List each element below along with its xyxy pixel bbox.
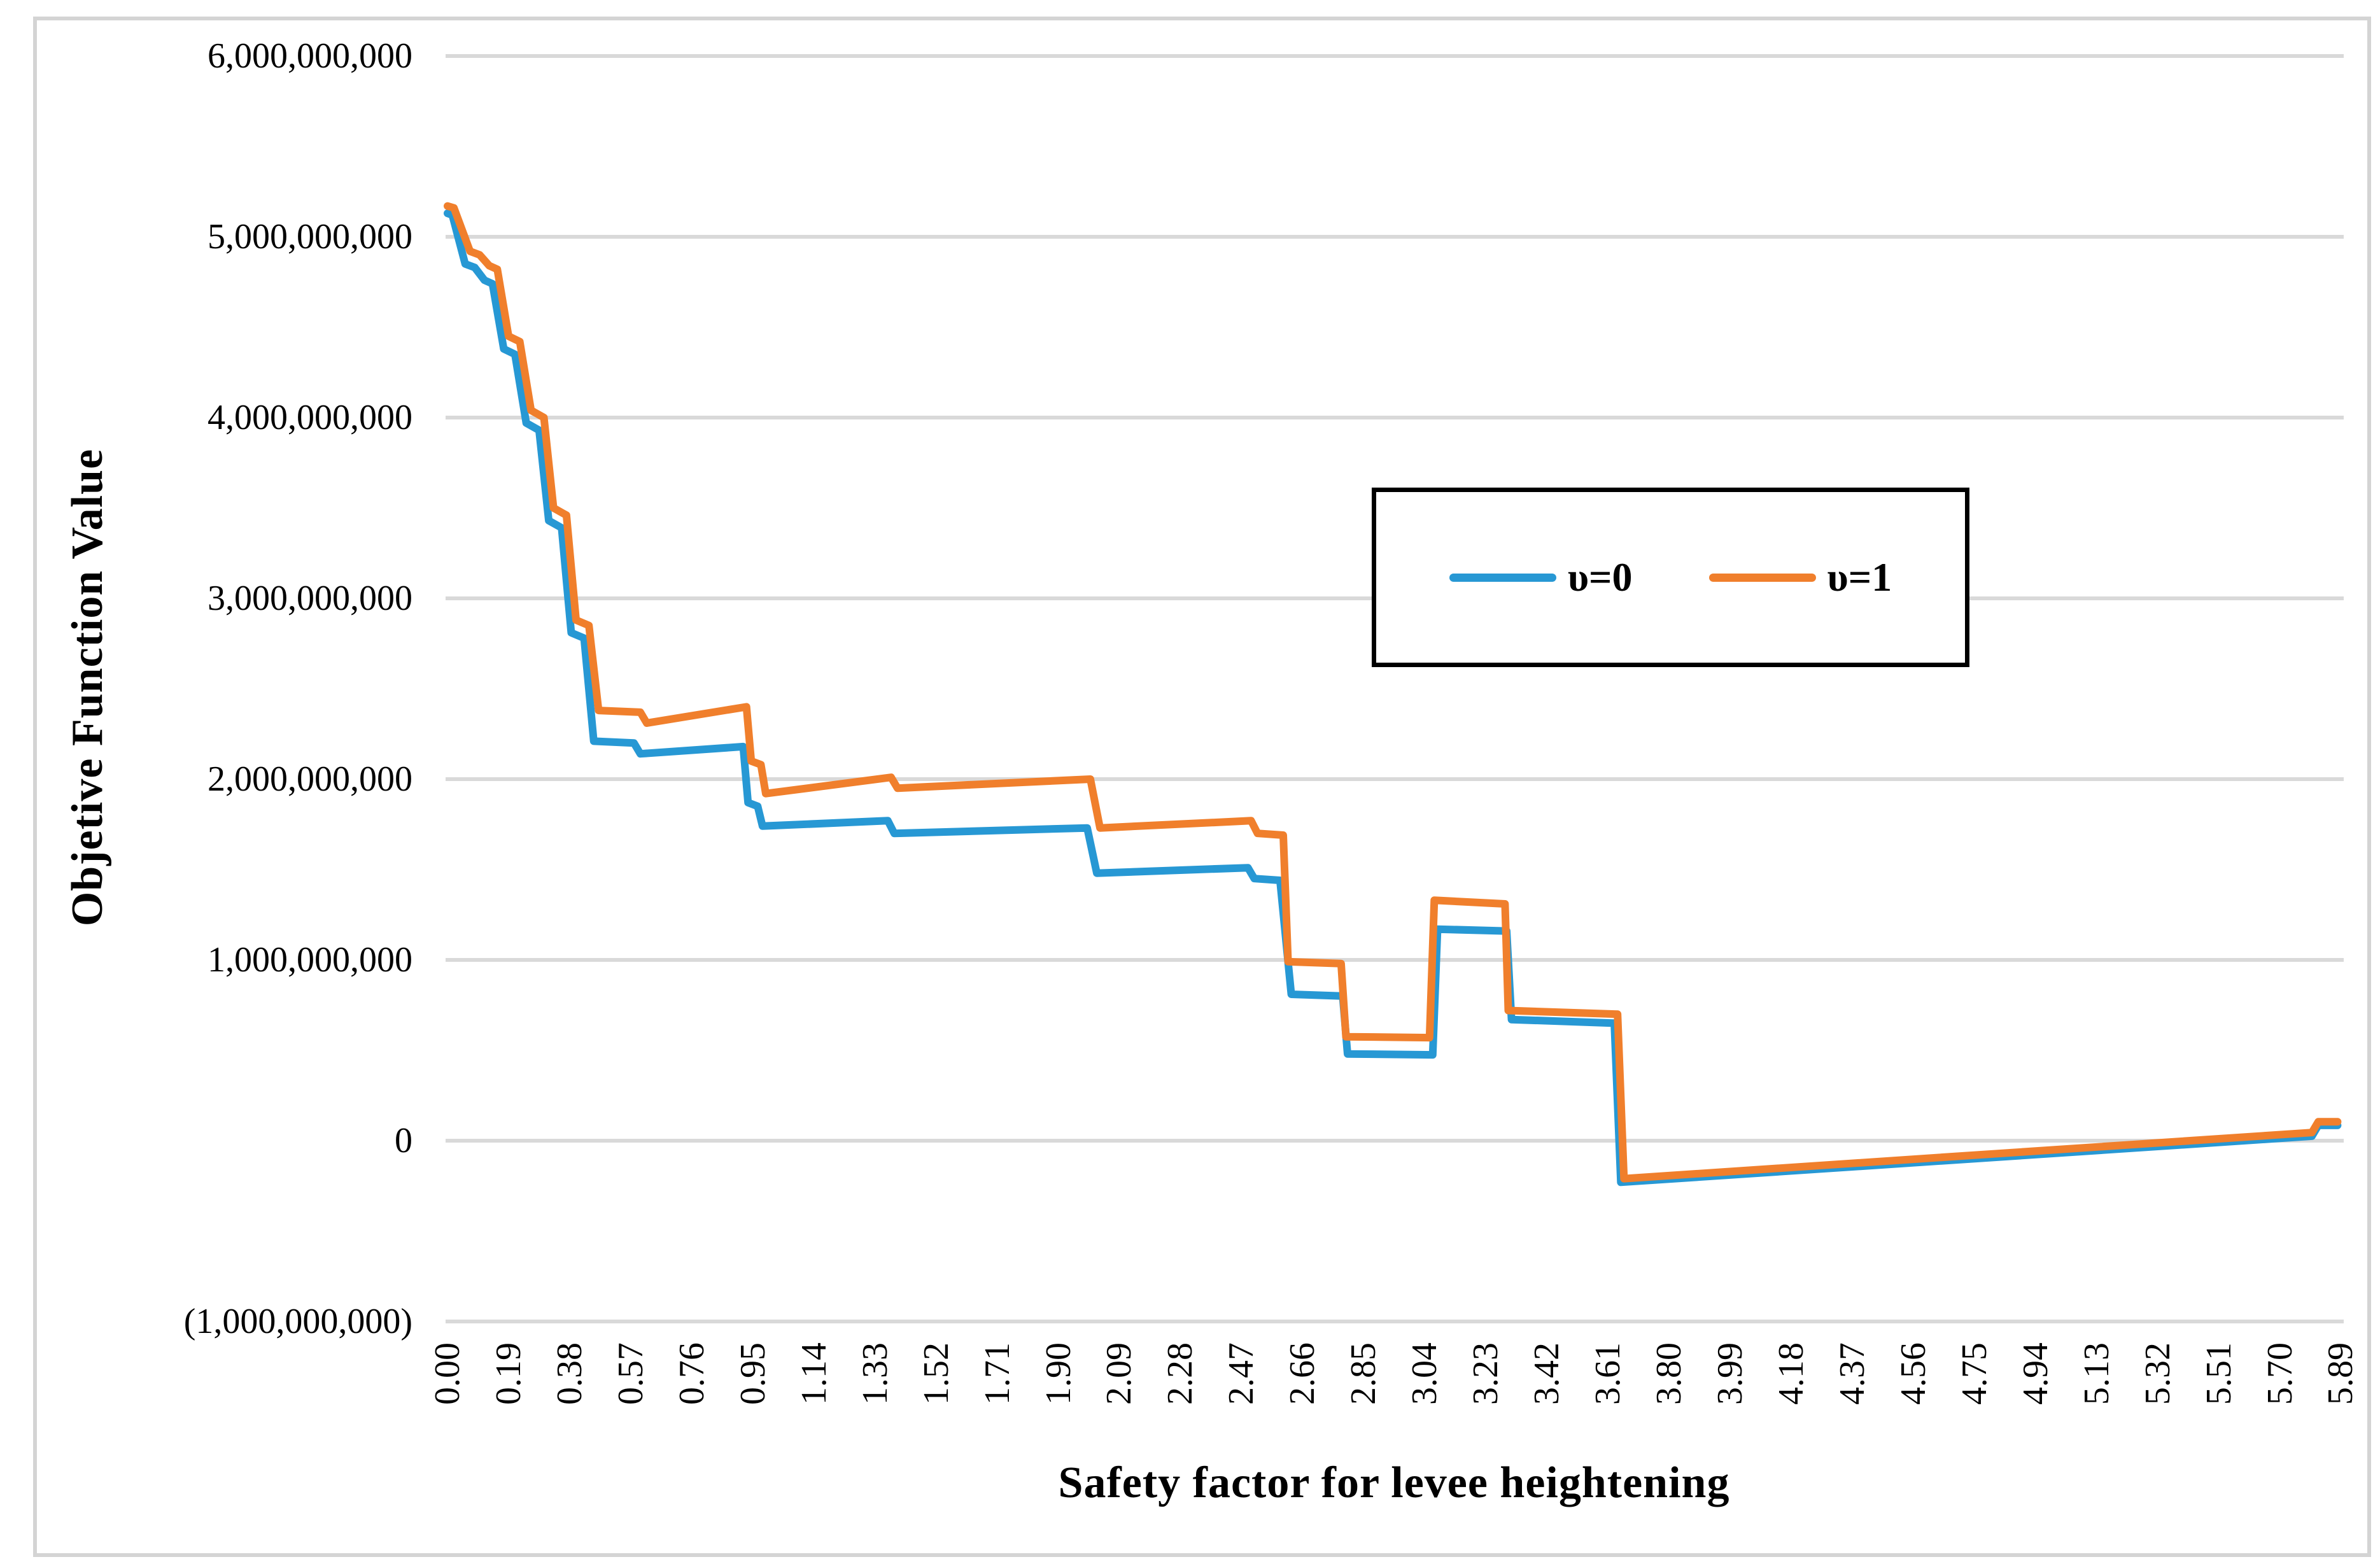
x-tick-label: 5.51 xyxy=(2199,1342,2239,1405)
x-tick-label: 1.33 xyxy=(855,1342,895,1405)
x-tick-label: 4.75 xyxy=(1954,1342,1994,1405)
x-tick-label: 0.95 xyxy=(733,1342,773,1405)
y-tick-label: 0 xyxy=(395,1121,412,1160)
legend-line-swatch-v0 xyxy=(1449,573,1556,582)
series-line-v1 xyxy=(444,202,2342,1183)
legend-line-swatch-v1 xyxy=(1708,573,1816,582)
y-tick-label: 6,000,000,000 xyxy=(208,36,412,76)
x-tick-label: 2.09 xyxy=(1099,1342,1139,1405)
series-line-v0 xyxy=(444,209,2342,1187)
x-tick-label: 1.90 xyxy=(1038,1342,1078,1405)
x-tick-label: 0.19 xyxy=(488,1342,528,1405)
legend-label-v0: υ=0 xyxy=(1567,554,1633,600)
x-tick-label: 3.04 xyxy=(1405,1342,1445,1405)
x-tick-label: 0.38 xyxy=(549,1342,589,1405)
y-tick-label: 1,000,000,000 xyxy=(208,940,412,980)
x-axis-title: Safety factor for levee heightening xyxy=(1058,1458,1730,1507)
legend-item-v1: υ=1 xyxy=(1708,554,1892,601)
y-tick-label: 5,000,000,000 xyxy=(208,217,412,257)
legend-label-v1: υ=1 xyxy=(1827,554,1892,600)
x-tick-label: 4.18 xyxy=(1771,1342,1811,1405)
x-tick-label: 3.99 xyxy=(1710,1342,1750,1405)
x-tick-label: 4.94 xyxy=(2015,1342,2055,1405)
x-tick-label: 5.32 xyxy=(2137,1342,2178,1405)
x-tick-label: 3.80 xyxy=(1649,1342,1689,1405)
y-tick-label: 4,000,000,000 xyxy=(208,398,412,437)
x-tick-label: 5.13 xyxy=(2076,1342,2116,1405)
x-tick-label: 0.57 xyxy=(610,1342,651,1405)
y-tick-label: 2,000,000,000 xyxy=(208,759,412,799)
y-tick-label: (1,000,000,000) xyxy=(183,1302,412,1341)
x-tick-label: 5.89 xyxy=(2321,1342,2361,1405)
x-tick-label: 0.76 xyxy=(672,1342,712,1405)
figure-border xyxy=(33,17,2371,1557)
x-tick-label: 2.66 xyxy=(1283,1342,1323,1405)
x-tick-label: 3.61 xyxy=(1588,1342,1628,1405)
x-tick-label: 3.23 xyxy=(1466,1342,1506,1405)
y-axis-title: Objetive Function Value xyxy=(63,448,112,927)
x-tick-label: 4.37 xyxy=(1832,1342,1872,1405)
x-tick-label: 4.56 xyxy=(1893,1342,1933,1405)
legend-item-v0: υ=0 xyxy=(1449,554,1633,601)
x-tick-label: 1.52 xyxy=(916,1342,956,1405)
x-tick-label: 1.71 xyxy=(977,1342,1017,1405)
x-tick-label: 2.28 xyxy=(1160,1342,1201,1405)
x-tick-label: 5.70 xyxy=(2260,1342,2300,1405)
x-tick-label: 0.00 xyxy=(428,1342,467,1405)
legend: υ=0 υ=1 xyxy=(1372,488,1969,667)
x-tick-label: 3.42 xyxy=(1527,1342,1567,1405)
x-tick-label: 1.14 xyxy=(794,1342,834,1405)
x-tick-label: 2.85 xyxy=(1344,1342,1384,1405)
y-tick-label: 3,000,000,000 xyxy=(208,579,412,618)
x-tick-label: 2.47 xyxy=(1222,1342,1262,1405)
